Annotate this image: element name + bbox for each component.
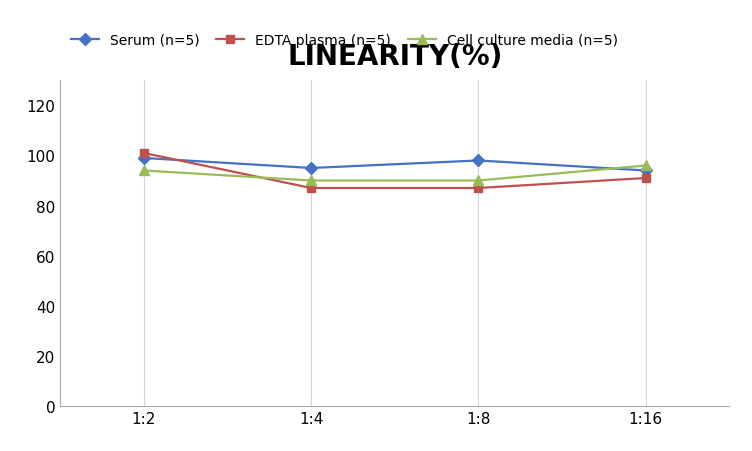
EDTA plasma (n=5) (641, 176, 650, 181)
Line: EDTA plasma (n=5): EDTA plasma (n=5) (140, 149, 650, 193)
Serum (n=5) (307, 166, 316, 171)
EDTA plasma (n=5) (307, 186, 316, 191)
Serum (n=5) (641, 168, 650, 174)
Serum (n=5) (139, 156, 148, 161)
Cell culture media (n=5) (307, 179, 316, 184)
Line: Serum (n=5): Serum (n=5) (140, 154, 650, 175)
Title: LINEARITY(%): LINEARITY(%) (287, 42, 502, 70)
EDTA plasma (n=5) (139, 151, 148, 156)
Line: Cell culture media (n=5): Cell culture media (n=5) (139, 161, 650, 186)
Legend: Serum (n=5), EDTA plasma (n=5), Cell culture media (n=5): Serum (n=5), EDTA plasma (n=5), Cell cul… (67, 30, 622, 52)
EDTA plasma (n=5) (474, 186, 483, 191)
Cell culture media (n=5) (139, 168, 148, 174)
Serum (n=5) (474, 158, 483, 164)
Cell culture media (n=5) (641, 163, 650, 169)
Cell culture media (n=5) (474, 179, 483, 184)
